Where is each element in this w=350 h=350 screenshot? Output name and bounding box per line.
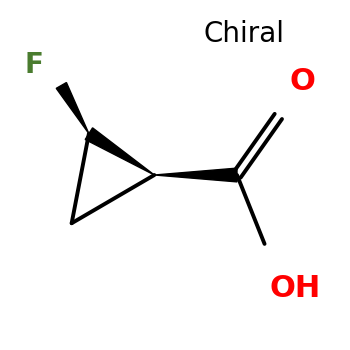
Polygon shape	[154, 168, 237, 182]
Polygon shape	[85, 128, 154, 175]
Text: Chiral: Chiral	[203, 20, 285, 48]
Text: O: O	[289, 68, 315, 97]
Text: F: F	[25, 51, 43, 79]
Polygon shape	[56, 83, 89, 134]
Text: OH: OH	[270, 274, 321, 303]
